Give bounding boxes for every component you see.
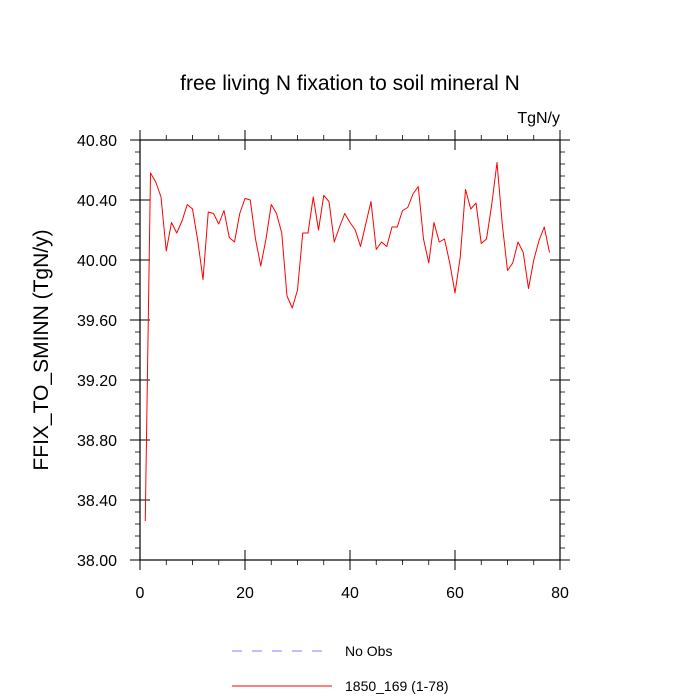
series-group bbox=[144, 162, 550, 522]
y-tick-label: 40.00 bbox=[77, 253, 117, 270]
y-axis-label: FFIX_TO_SMINN (TgN/y) bbox=[30, 229, 53, 470]
legend-label-1850-169: 1850_169 (1-78) bbox=[345, 678, 449, 694]
y-tick-label: 40.80 bbox=[77, 133, 117, 150]
axis-ticks bbox=[130, 130, 570, 570]
x-tick-label: 0 bbox=[136, 585, 145, 602]
x-tick-label: 80 bbox=[551, 585, 569, 602]
units-label: TgN/y bbox=[517, 110, 560, 127]
y-tick-label: 38.00 bbox=[77, 553, 117, 570]
y-tick-labels: 38.00 38.40 38.80 39.20 39.60 40.00 40.40 40.80 bbox=[77, 133, 117, 570]
legend-label-no-obs: No Obs bbox=[345, 643, 392, 659]
chart-title: free living N fixation to soil mineral N bbox=[180, 72, 520, 95]
x-tick-label: 60 bbox=[446, 585, 464, 602]
y-tick-label: 38.80 bbox=[77, 433, 117, 450]
series-line bbox=[144, 162, 550, 522]
legend: No Obs 1850_169 (1-78) bbox=[232, 643, 449, 694]
x-tick-label: 40 bbox=[341, 585, 359, 602]
y-tick-label: 40.40 bbox=[77, 193, 117, 210]
x-tick-label: 20 bbox=[236, 585, 254, 602]
y-tick-label: 38.40 bbox=[77, 493, 117, 510]
y-tick-label: 39.20 bbox=[77, 373, 117, 390]
plot-frame bbox=[139, 139, 561, 561]
y-tick-label: 39.60 bbox=[77, 313, 117, 330]
x-tick-labels: 0 20 40 60 80 bbox=[136, 585, 569, 602]
